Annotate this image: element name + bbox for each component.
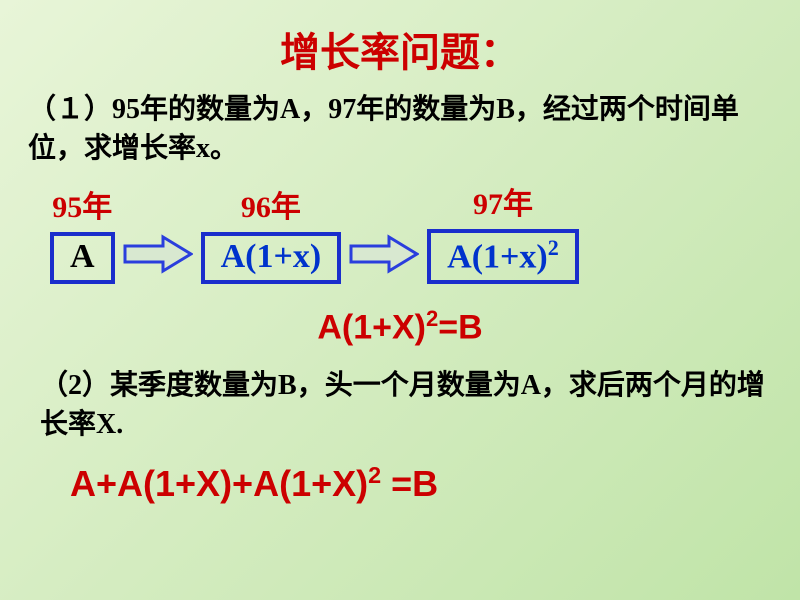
problem-1-label: （１） (28, 94, 112, 125)
box-1: A(1+x) (201, 232, 342, 284)
problem-2-body: 某季度数量为B，头一个月数量为A，求后两个月的增长率X. (40, 370, 765, 440)
stage-0: 95年 A (50, 182, 115, 284)
problem-2-text: （2）某季度数量为B，头一个月数量为A，求后两个月的增长率X. (0, 348, 800, 444)
year-2: 97年 (473, 179, 533, 223)
year-0: 95年 (52, 182, 112, 226)
problem-1-body: 95年的数量为A，97年的数量为B，经过两个时间单位，求增长率x。 (28, 94, 739, 164)
arrow-icon (123, 234, 193, 274)
year-1: 96年 (241, 182, 301, 226)
flow-row: 95年 A 96年 A(1+x) 97年 A(1+x)2 (0, 174, 800, 284)
page-title: 增长率问题： (0, 0, 800, 90)
arrow-icon (349, 234, 419, 274)
stage-1: 96年 A(1+x) (201, 182, 342, 284)
equation-2: A+A(1+X)+A(1+X)2 =B (0, 462, 800, 505)
problem-1-text: （１）95年的数量为A，97年的数量为B，经过两个时间单位，求增长率x。 (0, 90, 800, 168)
stage-2: 97年 A(1+x)2 (427, 179, 579, 284)
box-2: A(1+x)2 (427, 229, 579, 284)
problem-2-label: （2） (40, 370, 110, 401)
box-0: A (50, 232, 115, 284)
equation-1: A(1+X)2=B (0, 306, 800, 347)
